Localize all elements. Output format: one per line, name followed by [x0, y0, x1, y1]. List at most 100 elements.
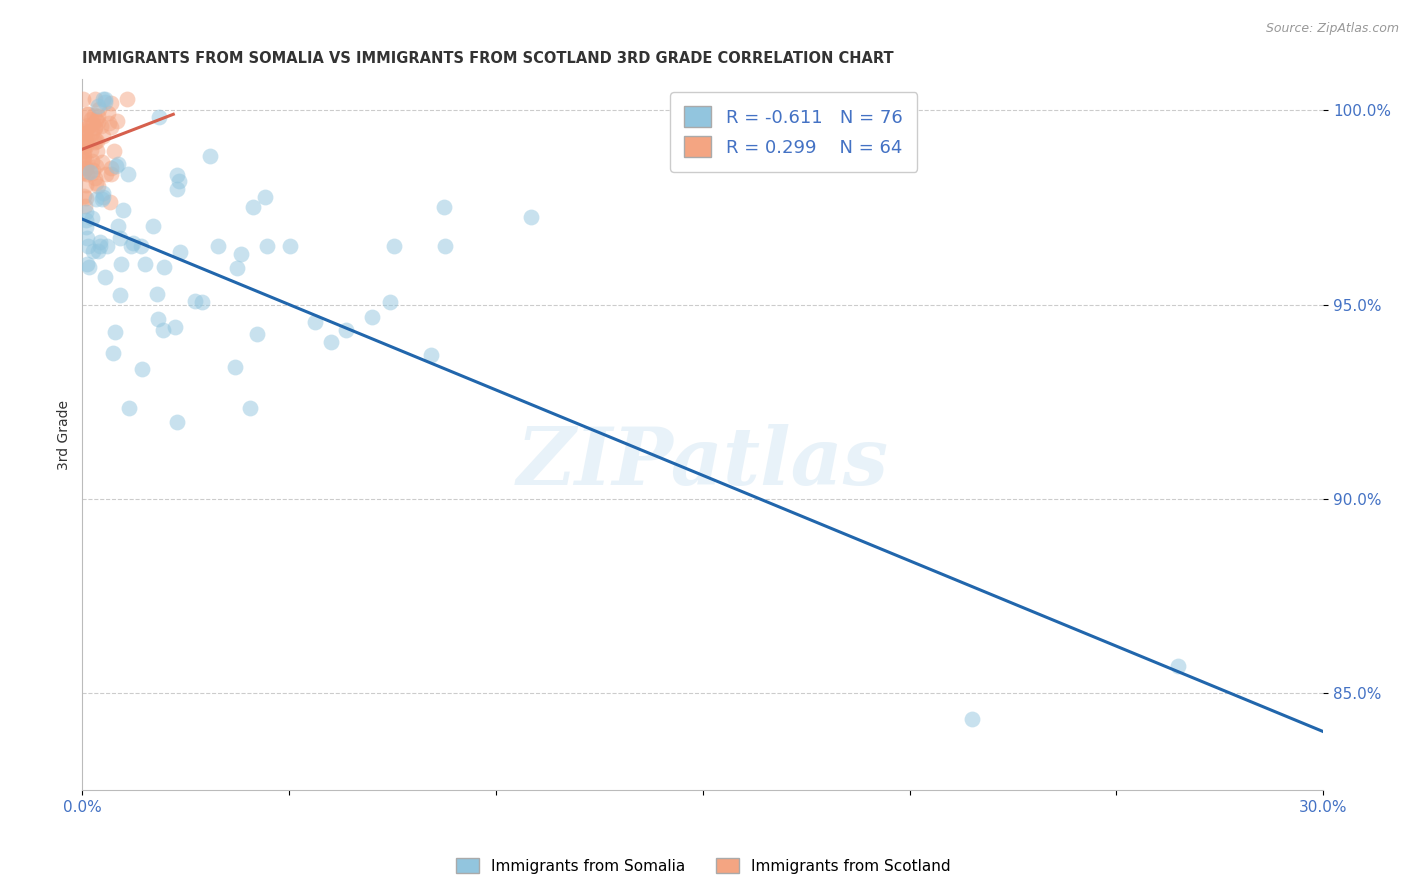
Point: [75, 199, 97, 213]
Point: [72, 166, 94, 180]
Point: [166, 415, 188, 429]
Legend: R = -0.611   N = 76, R = 0.299    N = 64: R = -0.611 N = 76, R = 0.299 N = 64: [671, 92, 917, 171]
Point: [169, 245, 191, 260]
Point: [86, 134, 108, 148]
Point: [103, 144, 125, 158]
Point: [84, 135, 107, 149]
Point: [87, 178, 110, 193]
Point: [82, 153, 104, 168]
Point: [72, 121, 94, 136]
Point: [134, 257, 156, 271]
Point: [89, 235, 111, 250]
Point: [84, 113, 107, 128]
Point: [122, 236, 145, 251]
Point: [131, 362, 153, 376]
Point: [73, 144, 96, 158]
Point: [82, 117, 104, 131]
Text: Source: ZipAtlas.com: Source: ZipAtlas.com: [1265, 22, 1399, 36]
Point: [183, 294, 205, 309]
Point: [87, 109, 110, 123]
Point: [107, 219, 129, 233]
Point: [190, 294, 212, 309]
Point: [108, 287, 131, 301]
Point: [304, 315, 326, 329]
Point: [225, 260, 247, 275]
Point: [382, 239, 405, 253]
Point: [80, 112, 103, 127]
Point: [80, 166, 103, 180]
Point: [84, 176, 107, 190]
Point: [120, 239, 142, 253]
Point: [80, 143, 103, 157]
Point: [100, 167, 122, 181]
Point: [75, 213, 97, 227]
Point: [77, 239, 100, 253]
Point: [77, 133, 100, 147]
Y-axis label: 3rd Grade: 3rd Grade: [58, 400, 72, 469]
Point: [253, 190, 276, 204]
Point: [319, 334, 342, 349]
Point: [166, 168, 188, 182]
Point: [91, 155, 114, 169]
Point: [89, 102, 111, 116]
Point: [142, 219, 165, 233]
Point: [231, 247, 253, 261]
Point: [93, 186, 115, 201]
Point: [224, 359, 246, 374]
Point: [76, 230, 98, 244]
Point: [104, 326, 127, 340]
Point: [432, 200, 454, 214]
Point: [198, 149, 221, 163]
Point: [72, 164, 94, 178]
Point: [77, 260, 100, 275]
Point: [94, 95, 117, 110]
Point: [103, 346, 125, 360]
Point: [94, 269, 117, 284]
Point: [335, 323, 357, 337]
Point: [419, 348, 441, 362]
Point: [166, 182, 188, 196]
Point: [115, 92, 138, 106]
Point: [84, 159, 107, 173]
Point: [75, 191, 97, 205]
Point: [87, 244, 110, 258]
Point: [87, 99, 110, 113]
Point: [91, 92, 114, 106]
Point: [77, 120, 100, 135]
Point: [152, 323, 174, 337]
Point: [72, 140, 94, 154]
Point: [83, 120, 105, 134]
Point: [73, 126, 96, 140]
Point: [75, 136, 97, 150]
Point: [246, 327, 269, 342]
Point: [242, 200, 264, 214]
Point: [73, 188, 96, 202]
Point: [98, 194, 121, 209]
Point: [94, 92, 117, 106]
Point: [96, 239, 118, 253]
Point: [90, 192, 112, 206]
Text: ZIPatlas: ZIPatlas: [517, 425, 889, 502]
Point: [84, 121, 107, 136]
Point: [100, 96, 122, 111]
Point: [278, 239, 301, 253]
Point: [72, 92, 94, 106]
Point: [1167, 659, 1189, 673]
Point: [73, 123, 96, 137]
Point: [110, 257, 132, 271]
Point: [75, 219, 97, 234]
Point: [960, 712, 983, 726]
Point: [153, 260, 176, 274]
Point: [79, 165, 101, 179]
Point: [97, 105, 120, 120]
Point: [361, 310, 384, 324]
Point: [76, 167, 98, 181]
Point: [105, 114, 128, 128]
Point: [239, 401, 262, 415]
Point: [75, 134, 97, 148]
Point: [76, 155, 98, 169]
Point: [75, 161, 97, 175]
Point: [77, 118, 100, 132]
Point: [146, 287, 169, 301]
Point: [82, 127, 104, 141]
